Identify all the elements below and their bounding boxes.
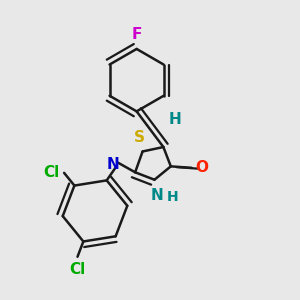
Text: Cl: Cl <box>69 262 85 277</box>
Text: O: O <box>196 160 208 175</box>
Text: F: F <box>131 26 142 41</box>
Text: N: N <box>151 188 164 203</box>
Text: H: H <box>166 190 178 203</box>
Text: S: S <box>134 130 145 145</box>
Text: N: N <box>106 157 119 172</box>
Text: Cl: Cl <box>44 165 60 180</box>
Text: H: H <box>168 112 181 127</box>
